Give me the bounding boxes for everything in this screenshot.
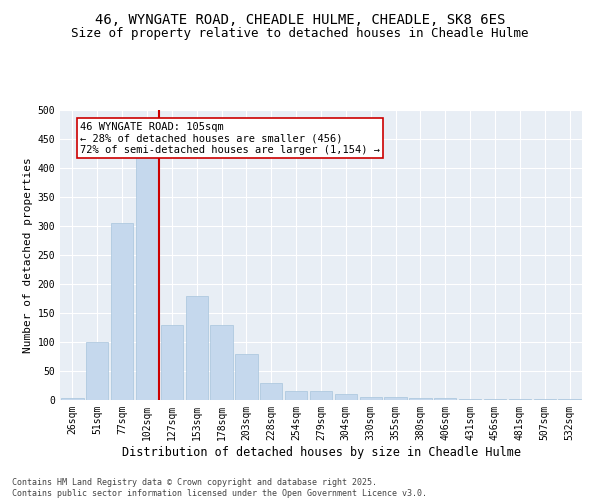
Bar [335,394,357,400]
Bar [235,354,257,400]
Bar [111,223,133,400]
Bar [409,398,431,400]
Bar [211,324,233,400]
Bar [161,324,183,400]
Bar [86,342,109,400]
Text: 46, WYNGATE ROAD, CHEADLE HULME, CHEADLE, SK8 6ES: 46, WYNGATE ROAD, CHEADLE HULME, CHEADLE… [95,12,505,26]
Y-axis label: Number of detached properties: Number of detached properties [23,157,34,353]
Bar [310,392,332,400]
Bar [385,397,407,400]
Text: 46 WYNGATE ROAD: 105sqm
← 28% of detached houses are smaller (456)
72% of semi-d: 46 WYNGATE ROAD: 105sqm ← 28% of detache… [80,122,380,155]
Bar [260,382,283,400]
Bar [136,156,158,400]
Bar [61,398,83,400]
Text: Contains HM Land Registry data © Crown copyright and database right 2025.
Contai: Contains HM Land Registry data © Crown c… [12,478,427,498]
Bar [434,398,457,400]
Bar [185,296,208,400]
Text: Size of property relative to detached houses in Cheadle Hulme: Size of property relative to detached ho… [71,28,529,40]
Bar [285,392,307,400]
X-axis label: Distribution of detached houses by size in Cheadle Hulme: Distribution of detached houses by size … [121,446,521,458]
Bar [359,397,382,400]
